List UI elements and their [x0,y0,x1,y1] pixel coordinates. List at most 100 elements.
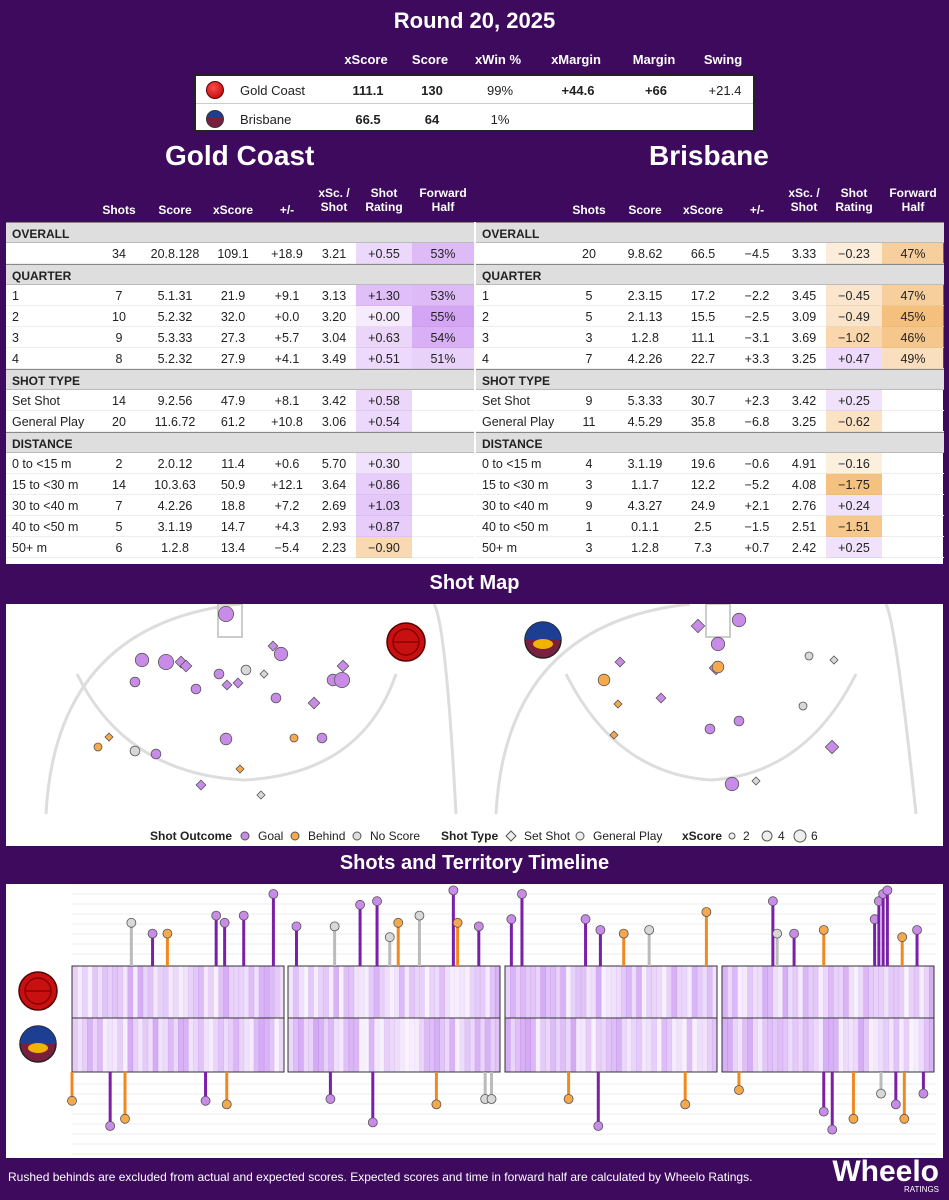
stats-cell: 4.5.29 [627,415,663,429]
territory-cell [218,966,224,1018]
timeline-shot-marker [126,917,137,928]
section-label: SHOT TYPE [482,374,551,388]
timeline-shot-marker [827,1124,838,1135]
territory-cell [883,1018,890,1072]
territory-cell [767,966,773,1018]
bris-50m-arc [564,673,858,782]
stats-row: 3 9 5.3.33 27.3 +5.7 3.04 +0.63 54% [6,327,474,348]
shot-point [289,733,299,743]
shot-point [93,742,103,752]
territory-cell [878,1018,885,1072]
timeline-shot-marker [325,1094,336,1104]
stats-cell: 45% [900,310,926,324]
territory-cell [868,966,874,1018]
section-header: QUARTER [6,264,474,285]
territory-cell [828,966,834,1018]
shot-map-title: Shot Map [429,572,520,594]
summary-header-xmargin: xMargin [551,52,601,67]
section-label: SHOT TYPE [12,374,81,388]
territory-cell [737,966,743,1018]
territory-cell [117,1018,123,1072]
territory-cell [727,1018,733,1072]
territory-cell [343,966,350,1018]
territory-cell [843,966,849,1018]
territory-cell [464,966,471,1018]
territory-cell [772,1018,779,1072]
territory-cell [767,1018,773,1072]
shot-point [609,730,619,740]
row-label: 40 to <50 m [482,520,549,534]
legend-size-large: 6 [811,829,818,843]
territory-cell [923,1018,930,1072]
stats-cell: −1.02 [838,331,870,345]
territory-cell [853,966,859,1018]
territory-cell [641,1018,647,1072]
territory-cell [404,1018,410,1072]
section-label: DISTANCE [12,437,73,451]
territory-cell [762,1018,768,1072]
row-label: 0 to <15 m [482,457,542,471]
stats-row: 40 to <50 m 5 3.1.19 14.7 +4.3 2.93 +0.87 [6,516,474,537]
stats-cell: 3.33 [791,247,817,261]
stats-cell: 3.13 [321,289,347,303]
stats-cell: 54% [430,331,456,345]
stats-cell: +3.3 [744,352,770,366]
territory-cell [353,966,360,1018]
territory-cell [843,1018,849,1072]
legend-no-score: No Score [370,829,421,843]
stats-cell: 1.1.7 [631,478,659,492]
stats-cell: 5.70 [321,457,347,471]
territory-cell [193,1018,199,1072]
row-label: 3 [482,331,489,345]
stats-cell: 3.04 [321,331,347,345]
territory-cell [838,966,844,1018]
territory-cell [711,966,718,1018]
territory-cell [686,966,693,1018]
territory-cell [183,966,189,1018]
territory-cell [605,1018,612,1072]
territory-cell [152,966,159,1018]
stats-header: xSc. / Shot [788,186,820,214]
shot-rating-shade [826,516,882,537]
territory-cell [137,1018,144,1072]
row-label: 0 to <15 m [12,457,72,471]
stats-cell: +0.47 [838,352,870,366]
territory-cell [439,966,445,1018]
timeline-shot-marker [595,925,606,935]
stats-cell: 27.3 [220,331,246,345]
territory-cell [479,1018,486,1072]
territory-cell [570,966,577,1018]
stats-row: 50+ m 3 1.2.8 7.3 +0.7 2.42 +0.25 [476,537,944,558]
territory-cell [368,966,375,1018]
territory-cell [580,1018,587,1072]
stats-cell: 1.2.8 [631,331,659,345]
summary-header-margin: Margin [632,52,676,67]
stats-cell: +0.30 [368,457,400,471]
territory-cell [178,966,184,1018]
territory-cell [802,1018,809,1072]
territory-cell [822,1018,829,1072]
territory-cell [363,1018,370,1072]
territory-cell [636,966,642,1018]
gc-goal-square [217,603,243,638]
territory-cell [681,966,688,1018]
territory-cell [449,1018,456,1072]
territory-cell [812,966,819,1018]
territory-cell [72,966,78,1018]
stats-cell: −0.90 [368,541,400,555]
territory-cell [132,966,139,1018]
territory-cell [822,966,829,1018]
territory-cell [137,966,144,1018]
territory-cell [268,966,275,1018]
forward-half-shade [412,285,474,306]
territory-cell [727,966,733,1018]
territory-cell [258,966,265,1018]
stats-cell: 32.0 [220,310,246,324]
timeline-shot-marker [329,921,340,932]
territory-cell [293,966,299,1018]
territory-cell [459,1018,466,1072]
stats-cell: 3 [585,331,593,345]
territory-cell [595,1018,602,1072]
territory-cell [560,1018,567,1072]
stats-cell: 7 [115,499,123,513]
